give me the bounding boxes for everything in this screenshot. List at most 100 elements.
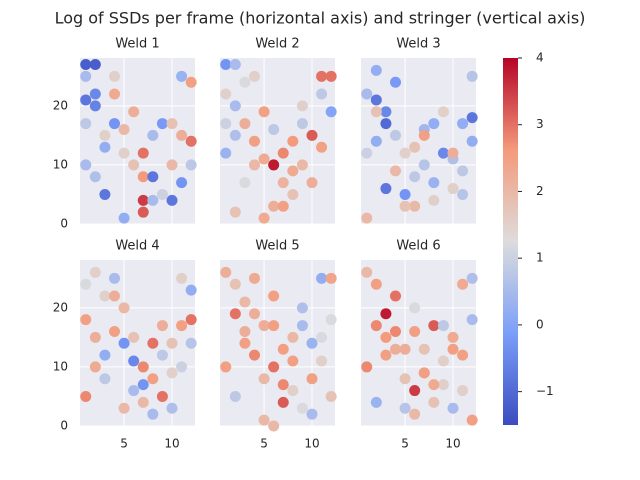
point xyxy=(118,402,130,414)
point xyxy=(296,320,308,332)
point xyxy=(128,106,140,118)
point xyxy=(249,135,260,147)
point xyxy=(147,129,159,141)
point xyxy=(220,58,232,70)
point xyxy=(176,320,188,332)
point xyxy=(409,200,421,212)
point xyxy=(390,325,401,337)
point xyxy=(80,94,92,106)
x-tick-label: 5 xyxy=(401,437,409,451)
panel-title: Weld 1 xyxy=(115,37,159,52)
point xyxy=(156,390,168,402)
point xyxy=(418,129,430,141)
point xyxy=(418,159,430,171)
point xyxy=(185,314,197,326)
point xyxy=(390,76,401,88)
point xyxy=(428,379,440,391)
point xyxy=(466,414,478,426)
point xyxy=(409,302,421,314)
point xyxy=(80,314,92,326)
point xyxy=(457,188,469,200)
point xyxy=(268,200,280,212)
point xyxy=(409,408,421,420)
point xyxy=(258,414,270,426)
point xyxy=(399,343,411,355)
point xyxy=(466,272,478,284)
point xyxy=(466,112,478,124)
point xyxy=(437,379,449,391)
point xyxy=(99,373,111,385)
point xyxy=(229,206,241,218)
point xyxy=(457,165,469,177)
point xyxy=(220,118,232,130)
point xyxy=(258,153,270,165)
point xyxy=(287,135,299,147)
point xyxy=(229,100,241,112)
point xyxy=(390,165,401,177)
point xyxy=(287,355,299,367)
point xyxy=(156,349,168,361)
y-tick-label: 20 xyxy=(53,300,68,314)
point xyxy=(380,308,392,320)
point xyxy=(287,188,299,200)
point xyxy=(428,320,440,332)
x-tick-label: 5 xyxy=(260,437,268,451)
point xyxy=(361,147,373,159)
point xyxy=(118,302,130,314)
point xyxy=(380,331,392,343)
point xyxy=(409,141,421,153)
point xyxy=(296,159,308,171)
panel-title: Weld 6 xyxy=(396,239,440,254)
point xyxy=(316,70,328,82)
point xyxy=(390,343,401,355)
point xyxy=(466,70,478,82)
panel-title: Weld 3 xyxy=(396,37,440,52)
point xyxy=(390,129,401,141)
point xyxy=(370,396,382,408)
point xyxy=(268,420,280,432)
colorbar xyxy=(503,58,518,425)
point xyxy=(249,308,260,320)
point xyxy=(268,320,280,332)
point xyxy=(137,206,149,218)
point xyxy=(399,200,411,212)
panel-title: Weld 5 xyxy=(255,239,299,254)
point xyxy=(268,159,280,171)
point xyxy=(137,396,149,408)
colorbar-tick-label: 0 xyxy=(536,317,544,331)
point xyxy=(80,118,92,130)
point xyxy=(229,278,241,290)
point xyxy=(89,361,101,373)
point xyxy=(447,402,459,414)
point xyxy=(457,118,469,130)
point xyxy=(325,314,337,326)
point xyxy=(457,349,469,361)
y-tick-label: 0 xyxy=(60,217,68,231)
point xyxy=(409,171,421,183)
point xyxy=(249,272,260,284)
point xyxy=(437,320,449,332)
point xyxy=(137,171,149,183)
point xyxy=(437,106,449,118)
point xyxy=(361,212,373,224)
point xyxy=(89,88,101,100)
point xyxy=(325,272,337,284)
point xyxy=(185,135,197,147)
point xyxy=(437,147,449,159)
point xyxy=(239,296,251,308)
point xyxy=(137,361,149,373)
point xyxy=(258,212,270,224)
x-tick-label: 5 xyxy=(120,437,128,451)
point xyxy=(361,266,373,278)
point xyxy=(296,302,308,314)
point xyxy=(137,379,149,391)
point xyxy=(361,88,373,100)
point xyxy=(80,58,92,70)
point xyxy=(277,379,289,391)
colorbar-tick-label: 1 xyxy=(536,251,544,265)
point xyxy=(316,141,328,153)
point xyxy=(268,123,280,135)
chart-title: Log of SSDs per frame (horizontal axis) … xyxy=(55,9,586,28)
point xyxy=(80,390,92,402)
